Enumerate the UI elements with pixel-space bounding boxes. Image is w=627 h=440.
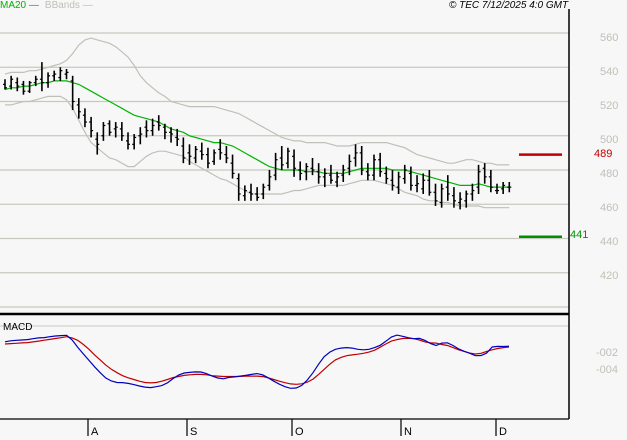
legend-bbands: BBands — <box>44 0 93 11</box>
price-axis-label: 420 <box>600 270 619 282</box>
x-axis-label: D <box>499 426 507 438</box>
price-axis-label: 480 <box>600 168 619 180</box>
price-axis-label: 520 <box>600 100 619 112</box>
legend-bbands-label: BBands <box>44 0 80 11</box>
legend: MA20 — BBands — <box>0 0 93 11</box>
macd-signal-line <box>4 336 510 385</box>
macd-axis-label: -002 <box>596 347 619 359</box>
legend-ma20: MA20 — <box>0 0 39 11</box>
macd-macd-line <box>4 334 510 389</box>
price-axis-label: 540 <box>600 66 619 78</box>
copyright-text: © TEC 7/12/2025 4:0 GMT <box>449 0 569 11</box>
x-axis-label: O <box>295 426 304 438</box>
bollinger-upper-line <box>4 37 510 166</box>
price-axis-label: 440 <box>600 236 619 248</box>
x-axis-label: N <box>404 426 412 438</box>
x-axis-label: S <box>190 426 198 438</box>
x-axis-label: A <box>91 426 99 438</box>
price-axis-label: 500 <box>600 134 619 146</box>
macd-axis-label: -004 <box>596 364 619 376</box>
support-level-label: 441 <box>570 229 589 241</box>
macd-panel-title: MACD <box>3 322 33 333</box>
price-axis-label: 560 <box>600 32 619 44</box>
legend-ma20-label: MA20 <box>0 0 27 11</box>
price-axis-label: 460 <box>600 202 619 214</box>
ma20-line <box>4 80 510 188</box>
resistance-level-label: 489 <box>594 148 613 160</box>
